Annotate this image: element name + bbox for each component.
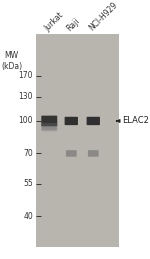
Text: Jurkat: Jurkat bbox=[43, 10, 65, 33]
Text: 55: 55 bbox=[23, 179, 33, 188]
Text: 100: 100 bbox=[19, 117, 33, 125]
Text: NCI-H929: NCI-H929 bbox=[87, 1, 119, 33]
FancyBboxPatch shape bbox=[87, 117, 100, 125]
Text: ELAC2: ELAC2 bbox=[117, 117, 149, 125]
Text: 40: 40 bbox=[23, 212, 33, 221]
FancyBboxPatch shape bbox=[41, 116, 57, 126]
FancyBboxPatch shape bbox=[65, 117, 78, 125]
Text: 130: 130 bbox=[19, 92, 33, 101]
Text: MW
(kDa): MW (kDa) bbox=[1, 51, 22, 71]
FancyBboxPatch shape bbox=[41, 123, 57, 131]
FancyBboxPatch shape bbox=[42, 123, 56, 129]
Text: Raji: Raji bbox=[65, 16, 82, 33]
Bar bbox=[36, 34, 119, 247]
Text: 70: 70 bbox=[23, 149, 33, 158]
FancyBboxPatch shape bbox=[88, 150, 99, 157]
FancyBboxPatch shape bbox=[66, 150, 77, 157]
FancyBboxPatch shape bbox=[42, 127, 56, 133]
Text: 170: 170 bbox=[19, 71, 33, 80]
